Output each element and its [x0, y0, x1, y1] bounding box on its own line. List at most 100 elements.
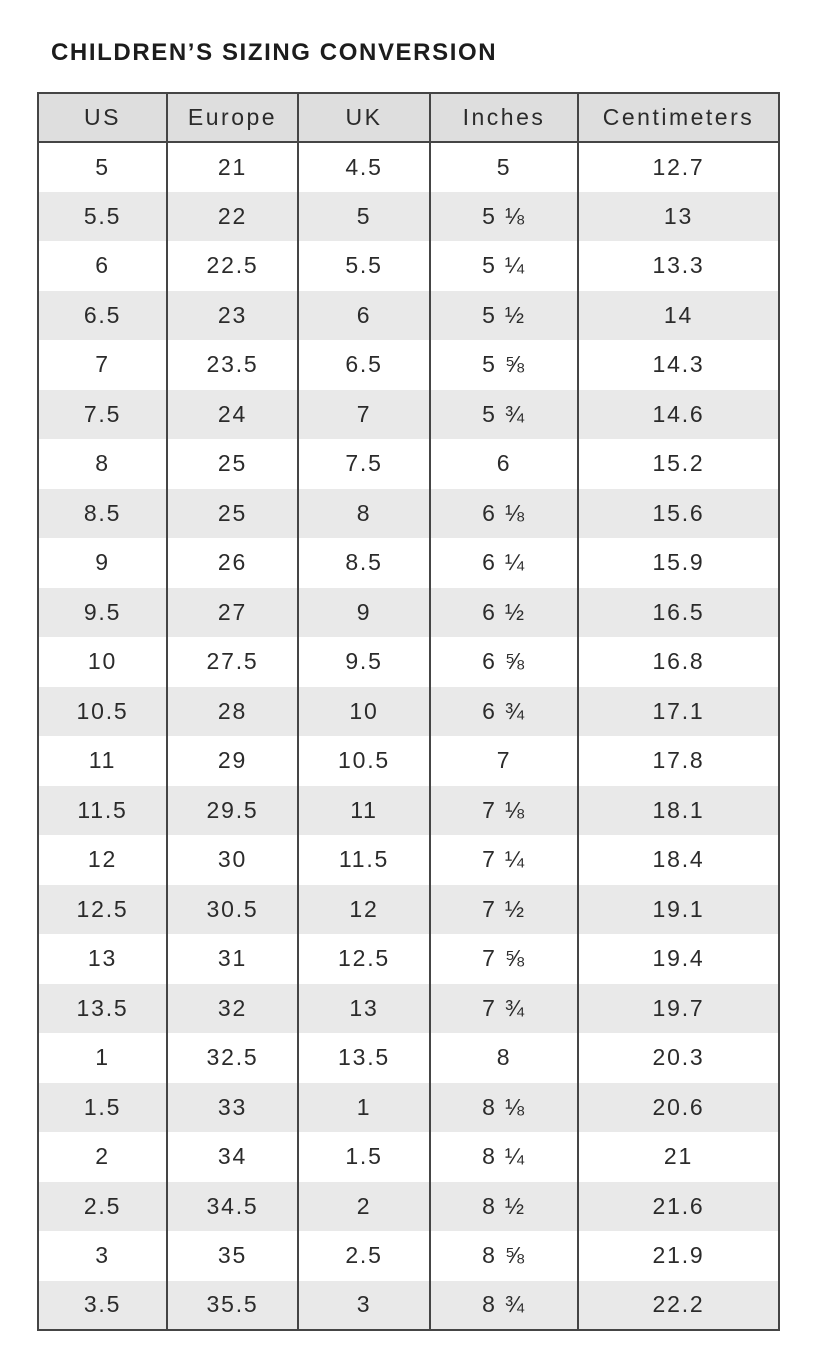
column-header-inches: Inches: [429, 93, 579, 143]
cell-europe: 31: [166, 934, 299, 984]
table-row: 12.5 30.5 12 7 ½ 19.1: [37, 884, 780, 934]
column-header-europe: Europe: [166, 93, 299, 143]
cell-uk: 11.5: [297, 835, 431, 885]
cell-uk: 5: [297, 191, 431, 241]
table-row: 5.5 22 5 5 ⅛ 13: [37, 191, 780, 241]
cell-uk: 13: [297, 983, 431, 1033]
cell-inches: 6 ¾: [429, 686, 579, 736]
cell-us: 12: [37, 835, 168, 885]
table-row: 7.5 24 7 5 ¾ 14.6: [37, 389, 780, 439]
cell-uk: 12.5: [297, 934, 431, 984]
cell-centimeters: 15.9: [577, 538, 780, 588]
cell-europe: 35: [166, 1231, 299, 1281]
cell-inches: 8 ⅛: [429, 1082, 579, 1132]
cell-us: 13: [37, 934, 168, 984]
cell-europe: 34.5: [166, 1181, 299, 1231]
cell-us: 8.5: [37, 488, 168, 538]
cell-europe: 25: [166, 488, 299, 538]
cell-centimeters: 14.3: [577, 340, 780, 390]
cell-uk: 6: [297, 290, 431, 340]
cell-europe: 29.5: [166, 785, 299, 835]
cell-us: 9: [37, 538, 168, 588]
cell-europe: 27: [166, 587, 299, 637]
table-row: 6 22.5 5.5 5 ¼ 13.3: [37, 241, 780, 291]
cell-us: 7: [37, 340, 168, 390]
cell-centimeters: 18.4: [577, 835, 780, 885]
column-header-centimeters: Centimeters: [577, 93, 780, 143]
table-row: 11 29 10.5 7 17.8: [37, 736, 780, 786]
table-row: 13 31 12.5 7 ⅝ 19.4: [37, 934, 780, 984]
cell-centimeters: 19.4: [577, 934, 780, 984]
cell-uk: 10: [297, 686, 431, 736]
cell-uk: 2.5: [297, 1231, 431, 1281]
table-row: 8 25 7.5 6 15.2: [37, 439, 780, 489]
cell-us: 1: [37, 1033, 168, 1083]
cell-inches: 6 ¼: [429, 538, 579, 588]
cell-centimeters: 19.7: [577, 983, 780, 1033]
cell-inches: 5 ⅛: [429, 191, 579, 241]
table-row: 13.5 32 13 7 ¾ 19.7: [37, 983, 780, 1033]
cell-uk: 4.5: [297, 142, 431, 192]
column-header-uk: UK: [297, 93, 431, 143]
cell-europe: 27.5: [166, 637, 299, 687]
cell-centimeters: 21.6: [577, 1181, 780, 1231]
cell-europe: 22.5: [166, 241, 299, 291]
cell-inches: 8 ½: [429, 1181, 579, 1231]
cell-centimeters: 21.9: [577, 1231, 780, 1281]
cell-centimeters: 15.2: [577, 439, 780, 489]
cell-uk: 7: [297, 389, 431, 439]
cell-inches: 6 ⅝: [429, 637, 579, 687]
cell-centimeters: 16.8: [577, 637, 780, 687]
table-row: 1.5 33 1 8 ⅛ 20.6: [37, 1082, 780, 1132]
cell-us: 12.5: [37, 884, 168, 934]
cell-uk: 8: [297, 488, 431, 538]
cell-inches: 8: [429, 1033, 579, 1083]
cell-inches: 5 ½: [429, 290, 579, 340]
cell-centimeters: 17.8: [577, 736, 780, 786]
cell-inches: 7 ¾: [429, 983, 579, 1033]
cell-uk: 11: [297, 785, 431, 835]
cell-inches: 8 ¼: [429, 1132, 579, 1182]
cell-centimeters: 21: [577, 1132, 780, 1182]
cell-centimeters: 17.1: [577, 686, 780, 736]
cell-inches: 8 ⅝: [429, 1231, 579, 1281]
cell-us: 11: [37, 736, 168, 786]
cell-inches: 8 ¾: [429, 1280, 579, 1330]
table-row: 5 21 4.5 5 12.7: [37, 142, 780, 192]
cell-europe: 32: [166, 983, 299, 1033]
cell-inches: 7 ¼: [429, 835, 579, 885]
cell-centimeters: 20.6: [577, 1082, 780, 1132]
cell-us: 11.5: [37, 785, 168, 835]
cell-uk: 7.5: [297, 439, 431, 489]
cell-europe: 34: [166, 1132, 299, 1182]
cell-inches: 5 ¼: [429, 241, 579, 291]
cell-europe: 29: [166, 736, 299, 786]
cell-us: 10: [37, 637, 168, 687]
cell-centimeters: 14: [577, 290, 780, 340]
cell-europe: 26: [166, 538, 299, 588]
table-row: 7 23.5 6.5 5 ⅝ 14.3: [37, 340, 780, 390]
cell-europe: 24: [166, 389, 299, 439]
cell-uk: 5.5: [297, 241, 431, 291]
cell-inches: 6 ⅛: [429, 488, 579, 538]
cell-centimeters: 19.1: [577, 884, 780, 934]
cell-europe: 28: [166, 686, 299, 736]
cell-uk: 9: [297, 587, 431, 637]
column-header-us: US: [37, 93, 168, 143]
table-row: 6.5 23 6 5 ½ 14: [37, 290, 780, 340]
cell-us: 7.5: [37, 389, 168, 439]
table-row: 10.5 28 10 6 ¾ 17.1: [37, 686, 780, 736]
cell-uk: 1: [297, 1082, 431, 1132]
cell-europe: 25: [166, 439, 299, 489]
table-row: 9 26 8.5 6 ¼ 15.9: [37, 538, 780, 588]
cell-centimeters: 15.6: [577, 488, 780, 538]
cell-us: 13.5: [37, 983, 168, 1033]
page-title: CHILDREN’S SIZING CONVERSION: [51, 39, 498, 66]
cell-europe: 30.5: [166, 884, 299, 934]
sizing-conversion-table: US Europe UK Inches Centimeters 5 21 4.5 5 1…: [37, 92, 780, 1331]
cell-centimeters: 18.1: [577, 785, 780, 835]
cell-centimeters: 12.7: [577, 142, 780, 192]
cell-uk: 13.5: [297, 1033, 431, 1083]
cell-uk: 9.5: [297, 637, 431, 687]
